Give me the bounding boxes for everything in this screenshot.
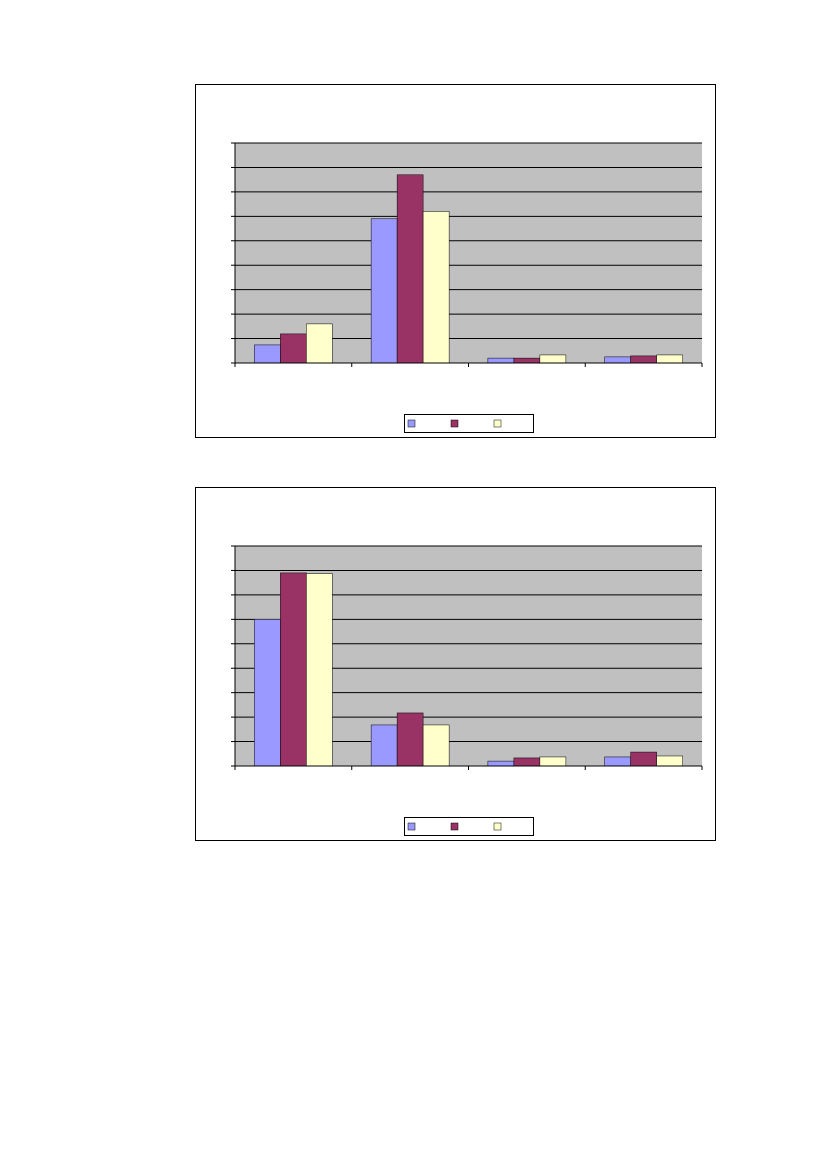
bar [513, 757, 541, 767]
legend-box [404, 817, 534, 836]
plot-area [235, 143, 702, 363]
legend-swatch [493, 822, 502, 831]
bar [370, 218, 398, 364]
bar [254, 344, 281, 364]
legend-swatch [407, 822, 416, 831]
legend-swatch [493, 419, 502, 428]
legend-swatch [450, 822, 459, 831]
bar [306, 573, 333, 767]
bar [422, 211, 450, 364]
legend-swatch [407, 419, 416, 428]
legend-box [404, 414, 534, 433]
bar [539, 756, 567, 767]
bar [370, 724, 398, 767]
bar [422, 724, 450, 767]
bar [539, 354, 567, 364]
bar [487, 357, 515, 364]
bar [656, 755, 683, 767]
bar [513, 357, 541, 364]
bar [487, 760, 515, 767]
legend-swatch [450, 419, 459, 428]
bar [630, 355, 657, 364]
bar [656, 354, 683, 364]
bar [254, 619, 281, 767]
bar [604, 356, 631, 364]
bar [604, 756, 631, 767]
bar [630, 751, 657, 767]
bar [280, 572, 307, 767]
bar [280, 333, 307, 364]
bar [396, 712, 424, 767]
bar [396, 174, 424, 364]
bar [306, 323, 333, 364]
